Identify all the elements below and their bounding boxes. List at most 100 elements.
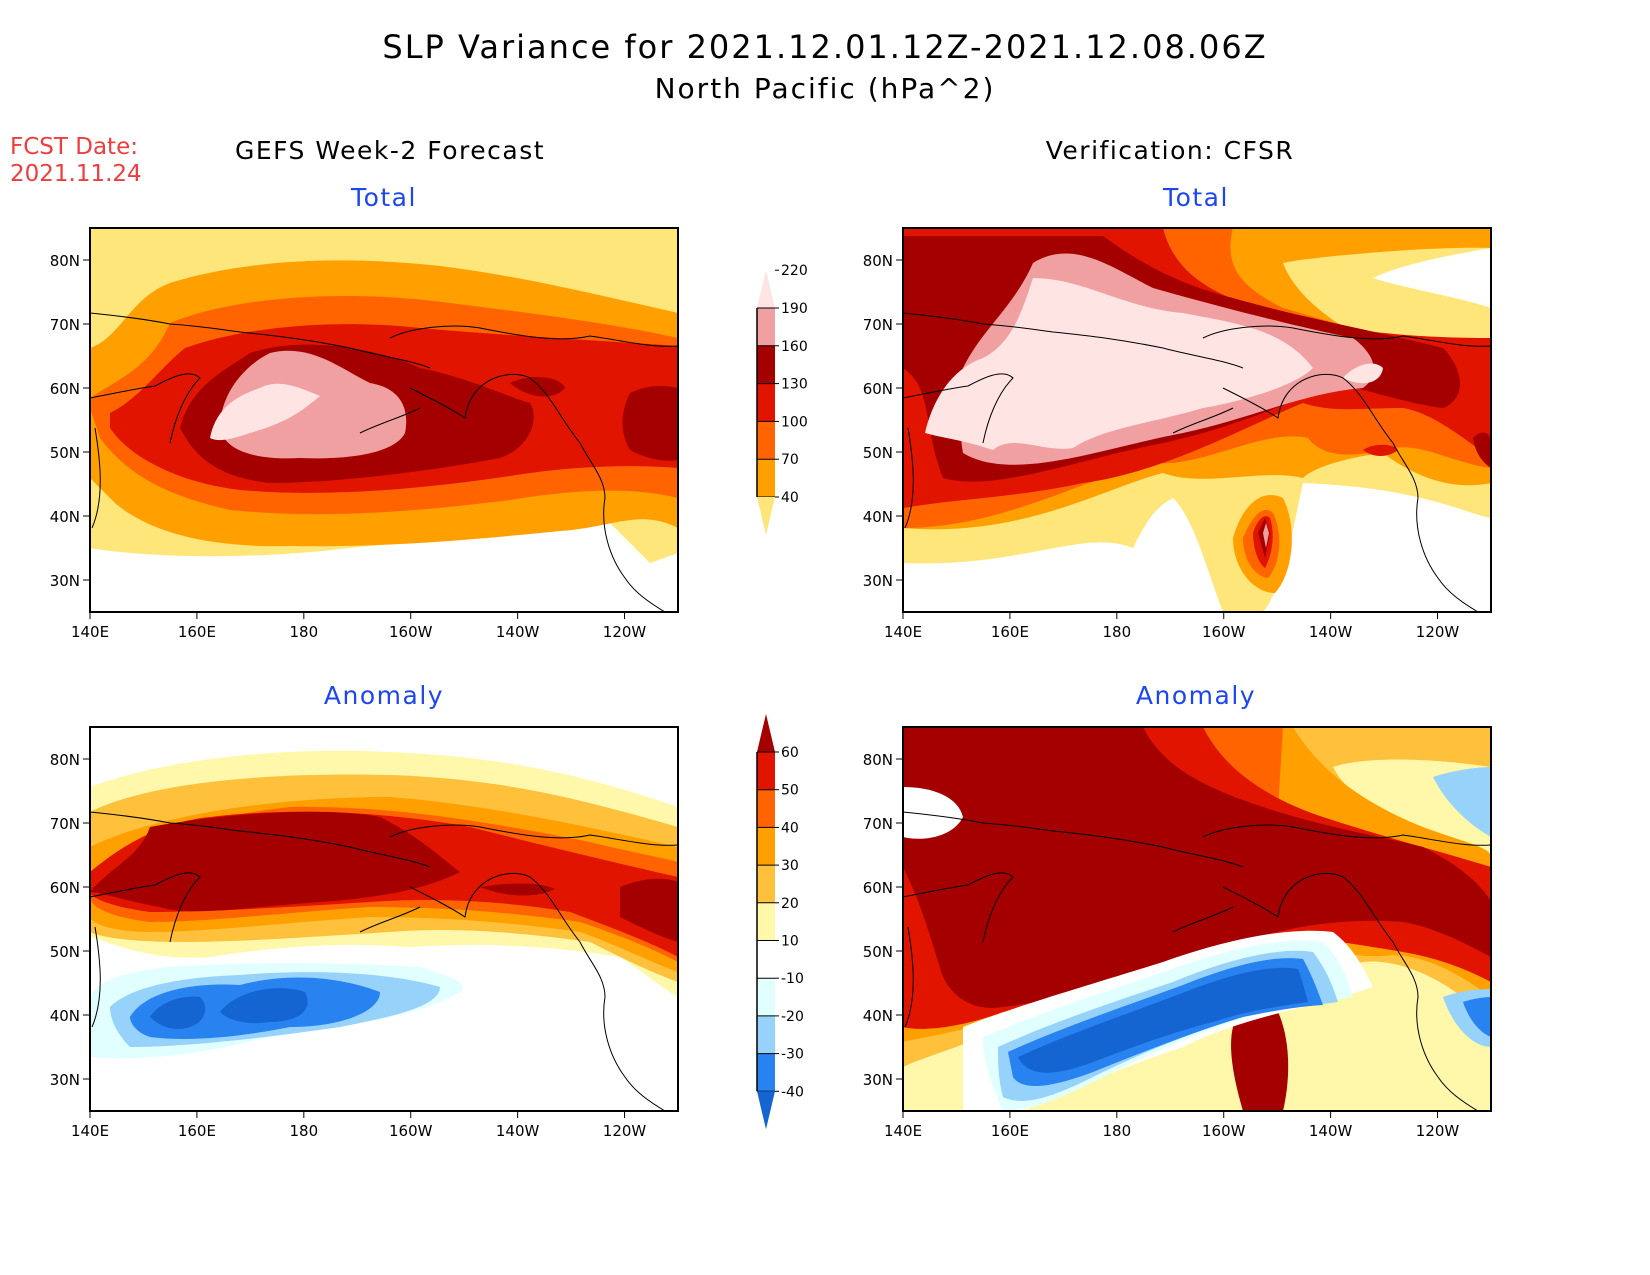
contour-160-east bbox=[622, 385, 678, 461]
coastline-na-west bbox=[579, 941, 666, 1111]
colorbar-swatch bbox=[757, 827, 775, 866]
contour-220 bbox=[925, 278, 1313, 450]
right-column-title: Verification: CFSR bbox=[1045, 136, 1295, 165]
colorbar-lower-arrow bbox=[757, 497, 775, 535]
axes-layer: 140E 160E 180 160W 140W 120W 30N 40N 50N 60N 70N 80… bbox=[50, 252, 1460, 1140]
contour-positive-nw-white bbox=[903, 787, 963, 839]
colorbar-label: -30 bbox=[781, 1047, 804, 1063]
colorbar-swatch bbox=[757, 1015, 775, 1054]
colorbar-swatch bbox=[757, 752, 775, 790]
coastlines bbox=[903, 312, 1491, 612]
colorbar-upper-arrow bbox=[757, 270, 775, 308]
contour-60-south bbox=[1231, 1000, 1289, 1111]
contour-220 bbox=[210, 383, 320, 441]
y-tick-label: 40N bbox=[863, 508, 893, 526]
y-tick-label: 30N bbox=[863, 1071, 893, 1089]
colorbar-swatch bbox=[757, 308, 775, 346]
contour-60-main bbox=[903, 727, 1491, 1008]
x-tick-label: 140W bbox=[496, 623, 540, 641]
map-cfsr-total bbox=[902, 227, 1492, 613]
colorbar-swatch bbox=[757, 421, 775, 460]
coastline-aleutians bbox=[359, 906, 421, 933]
y-tick-label: 70N bbox=[50, 815, 80, 833]
contour-160-east bbox=[1473, 432, 1491, 468]
colorbar-label: -10 bbox=[781, 971, 804, 987]
figure-title: SLP Variance for 2021.12.01.12Z-2021.12.… bbox=[382, 28, 1268, 66]
contour-220-cell bbox=[1263, 523, 1269, 548]
x-tick-label: 160W bbox=[389, 623, 433, 641]
x-tick-label: 140E bbox=[884, 1122, 922, 1140]
map-frame bbox=[89, 726, 679, 1112]
coastline-na-west bbox=[1392, 941, 1479, 1111]
x-tick-label: 180 bbox=[289, 1122, 318, 1140]
y-tick-label: 60N bbox=[50, 879, 80, 897]
colorbar-swatch bbox=[757, 865, 775, 903]
colorbar-label: 40 bbox=[781, 820, 799, 836]
x-tick-label: 160W bbox=[1202, 1122, 1246, 1140]
y-tick-label: 80N bbox=[863, 252, 893, 270]
contour-neg-ne bbox=[1433, 767, 1491, 837]
colorbar-label: 10 bbox=[781, 934, 799, 950]
x-tick-label: 160W bbox=[389, 1122, 433, 1140]
y-tick-label: 80N bbox=[863, 751, 893, 769]
contour-below-40 bbox=[90, 523, 678, 612]
colorbar-swatch bbox=[757, 459, 775, 497]
colorbar-label: 160 bbox=[781, 339, 808, 355]
x-tick-label: 140E bbox=[71, 623, 109, 641]
map-gefs-total bbox=[89, 227, 679, 613]
colorbar-label: 100 bbox=[781, 414, 808, 430]
coastline-alaska bbox=[389, 325, 678, 347]
coastline-aleutians bbox=[1172, 407, 1234, 434]
colorbar-swatch bbox=[757, 345, 775, 384]
colorbar-swatch bbox=[757, 978, 775, 1016]
coastline-alaska-south bbox=[409, 373, 581, 444]
contour-neg40-west bbox=[150, 996, 206, 1029]
x-tick-label: 160E bbox=[178, 1122, 216, 1140]
x-tick-label: 120W bbox=[1416, 623, 1460, 641]
coastlines bbox=[90, 811, 678, 1111]
x-tick-label: 180 bbox=[1102, 623, 1131, 641]
x-tick-label: 160E bbox=[991, 1122, 1029, 1140]
colorbar-total: 40 70 100 130 160 190 220 bbox=[756, 263, 808, 535]
y-tick-label: 80N bbox=[50, 751, 80, 769]
coastline-japan bbox=[91, 926, 101, 1028]
coastline-siberia bbox=[90, 312, 431, 369]
coastline-aleutians bbox=[1172, 906, 1234, 933]
colorbar-label: -20 bbox=[781, 1009, 804, 1025]
colorbar-label: 60 bbox=[781, 745, 799, 761]
coastline-alaska-south bbox=[409, 872, 581, 943]
coastline-aleutians bbox=[359, 407, 421, 434]
coastline-na-west bbox=[1392, 442, 1479, 612]
map-cfsr-anomaly bbox=[902, 726, 1492, 1112]
colorbar-label: 190 bbox=[781, 301, 808, 317]
x-tick-label: 120W bbox=[603, 623, 647, 641]
panel-title-gefs-anomaly: Anomaly bbox=[323, 681, 445, 710]
map-frame bbox=[902, 227, 1492, 613]
map-gefs-anomaly bbox=[89, 726, 679, 1112]
y-tick-label: 60N bbox=[863, 380, 893, 398]
y-tick-label: 40N bbox=[863, 1007, 893, 1025]
contour-neg40-east bbox=[220, 988, 308, 1024]
colorbar-swatch bbox=[757, 789, 775, 828]
colorbar-label: 130 bbox=[781, 377, 808, 393]
y-tick-label: 40N bbox=[50, 508, 80, 526]
colorbar-label: 220 bbox=[781, 263, 808, 279]
forecast-date-block: FCST Date: 2021.11.24 bbox=[10, 134, 142, 188]
contour-130-east bbox=[1363, 444, 1398, 456]
map-frame bbox=[89, 227, 679, 613]
colorbar-swatch bbox=[757, 1053, 775, 1092]
x-tick-label: 180 bbox=[289, 623, 318, 641]
contour-below-40-ne bbox=[1373, 248, 1491, 308]
colorbar-label: 70 bbox=[781, 452, 799, 468]
x-tick-label: 160W bbox=[1202, 623, 1246, 641]
x-tick-label: 160E bbox=[991, 623, 1029, 641]
x-tick-label: 140W bbox=[1309, 1122, 1353, 1140]
coastlines bbox=[90, 312, 678, 612]
panel-title-cfsr-total: Total bbox=[1163, 183, 1229, 212]
contour-160-ne bbox=[510, 376, 565, 397]
coastline-siberia bbox=[903, 312, 1244, 369]
contour-60-main bbox=[90, 811, 460, 912]
colorbar-swatch bbox=[757, 902, 775, 941]
coastline-alaska-south bbox=[1222, 872, 1394, 943]
